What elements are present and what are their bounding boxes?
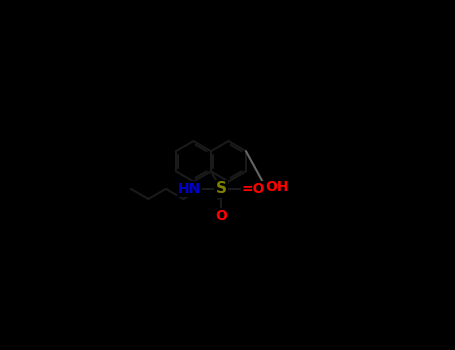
Text: S: S	[216, 181, 227, 196]
Text: =O: =O	[241, 182, 265, 196]
Text: HN: HN	[177, 182, 201, 196]
Text: O: O	[215, 209, 227, 223]
Text: OH: OH	[266, 180, 289, 194]
